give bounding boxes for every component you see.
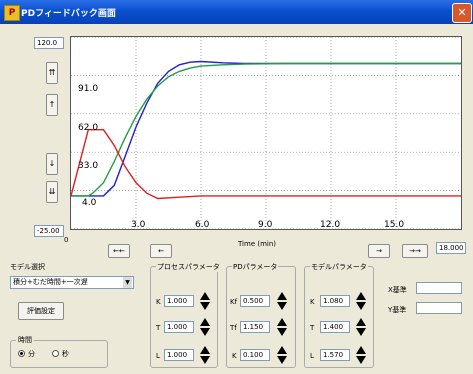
- y-criteria-label: Y基準: [388, 306, 407, 314]
- model-t-label: T: [310, 324, 315, 332]
- process-k-spinner[interactable]: [200, 292, 211, 310]
- time-unit-group: [10, 340, 108, 368]
- scroll-down-button[interactable]: ↓: [46, 153, 58, 175]
- nav-left-fast-button[interactable]: ←←: [108, 244, 130, 258]
- model-l-field[interactable]: 1.570: [320, 349, 350, 361]
- x-tick-label: 12.0: [320, 220, 341, 230]
- app-icon: P: [4, 5, 20, 21]
- nav-right-fast-button[interactable]: →→: [402, 244, 428, 258]
- x-tick-label: 9.0: [258, 220, 273, 230]
- pd-k-spinner[interactable]: [277, 346, 288, 364]
- close-button[interactable]: ✕: [452, 3, 472, 23]
- model-t-spinner[interactable]: [356, 318, 367, 336]
- scroll-up-button[interactable]: ↑: [46, 94, 58, 116]
- model-k-field[interactable]: 1.080: [320, 295, 350, 307]
- process-l-label: L: [156, 352, 160, 360]
- plot-area: 91.0 62.0 33.0 4.0 3.0 6.0 9.0 12.0 15.0: [70, 36, 462, 230]
- x-criteria-label: X基準: [388, 286, 407, 294]
- model-params-title: モデルパラメータ: [310, 262, 368, 272]
- pd-tf-spinner[interactable]: [277, 318, 288, 336]
- y-marker-label: 33.0: [78, 161, 99, 171]
- y-min-field[interactable]: -25.00: [34, 225, 64, 237]
- series-line-2: [71, 128, 461, 200]
- pd-kf-spinner[interactable]: [277, 292, 288, 310]
- x-tick-label: 6.0: [195, 220, 210, 230]
- scroll-down-fast-button[interactable]: ⇊: [46, 181, 58, 203]
- pd-tf-label: Tf: [230, 324, 237, 332]
- y-marker-label: 4.0: [82, 198, 97, 208]
- x-min-label: 0: [64, 236, 69, 244]
- chevron-down-icon[interactable]: ▼: [123, 277, 132, 288]
- time-sec-label: 秒: [62, 350, 69, 358]
- process-k-field[interactable]: 1.000: [164, 295, 194, 307]
- pd-params-title: PDパラメータ: [232, 262, 279, 272]
- model-k-spinner[interactable]: [356, 292, 367, 310]
- x-axis-label: Time (min): [238, 240, 277, 248]
- y-max-field[interactable]: 120.0: [34, 37, 64, 49]
- process-l-field[interactable]: 1.000: [164, 349, 194, 361]
- process-t-label: T: [156, 324, 161, 332]
- process-k-label: K: [156, 298, 161, 306]
- process-t-field[interactable]: 1.000: [164, 321, 194, 333]
- y-marker-label: 62.0: [78, 123, 99, 133]
- time-group-label: 時間: [16, 335, 34, 345]
- series-line-1: [71, 62, 461, 197]
- pd-tf-field[interactable]: 1.150: [240, 321, 270, 333]
- eval-settings-button[interactable]: 評価設定: [18, 302, 64, 320]
- nav-right-button[interactable]: →: [368, 244, 390, 258]
- x-criteria-field[interactable]: [416, 282, 462, 294]
- x-tick-label: 15.0: [384, 220, 405, 230]
- response-chart: [71, 37, 461, 229]
- time-sec-radio[interactable]: [52, 350, 59, 357]
- time-min-label: 分: [28, 350, 35, 358]
- nav-left-button[interactable]: ←: [150, 244, 172, 258]
- model-l-label: L: [310, 352, 314, 360]
- model-select-label: モデル選択: [10, 263, 45, 271]
- process-t-spinner[interactable]: [200, 318, 211, 336]
- pd-k-field[interactable]: 0.100: [240, 349, 270, 361]
- x-tick-label: 3.0: [131, 220, 146, 230]
- pd-kf-field[interactable]: 0.500: [240, 295, 270, 307]
- process-l-spinner[interactable]: [200, 346, 211, 364]
- model-select-value: 積分+むだ時間+一次遅: [13, 278, 88, 286]
- title-bar: P PDフィードバック画面 ✕: [0, 0, 473, 24]
- model-t-field[interactable]: 1.400: [320, 321, 350, 333]
- process-params-title: プロセスパラメータ: [156, 262, 221, 272]
- scroll-up-fast-button[interactable]: ⇈: [46, 62, 58, 84]
- y-marker-label: 91.0: [78, 84, 99, 94]
- model-k-label: K: [310, 298, 315, 306]
- time-min-radio[interactable]: [18, 350, 25, 357]
- y-criteria-field[interactable]: [416, 302, 462, 314]
- pd-kf-label: Kf: [230, 298, 238, 306]
- x-max-field[interactable]: 18.000: [436, 242, 466, 254]
- pd-k-label: K: [232, 352, 237, 360]
- model-l-spinner[interactable]: [356, 346, 367, 364]
- window-title: PDフィードバック画面: [21, 9, 116, 19]
- model-select[interactable]: 積分+むだ時間+一次遅 ▼: [10, 276, 134, 289]
